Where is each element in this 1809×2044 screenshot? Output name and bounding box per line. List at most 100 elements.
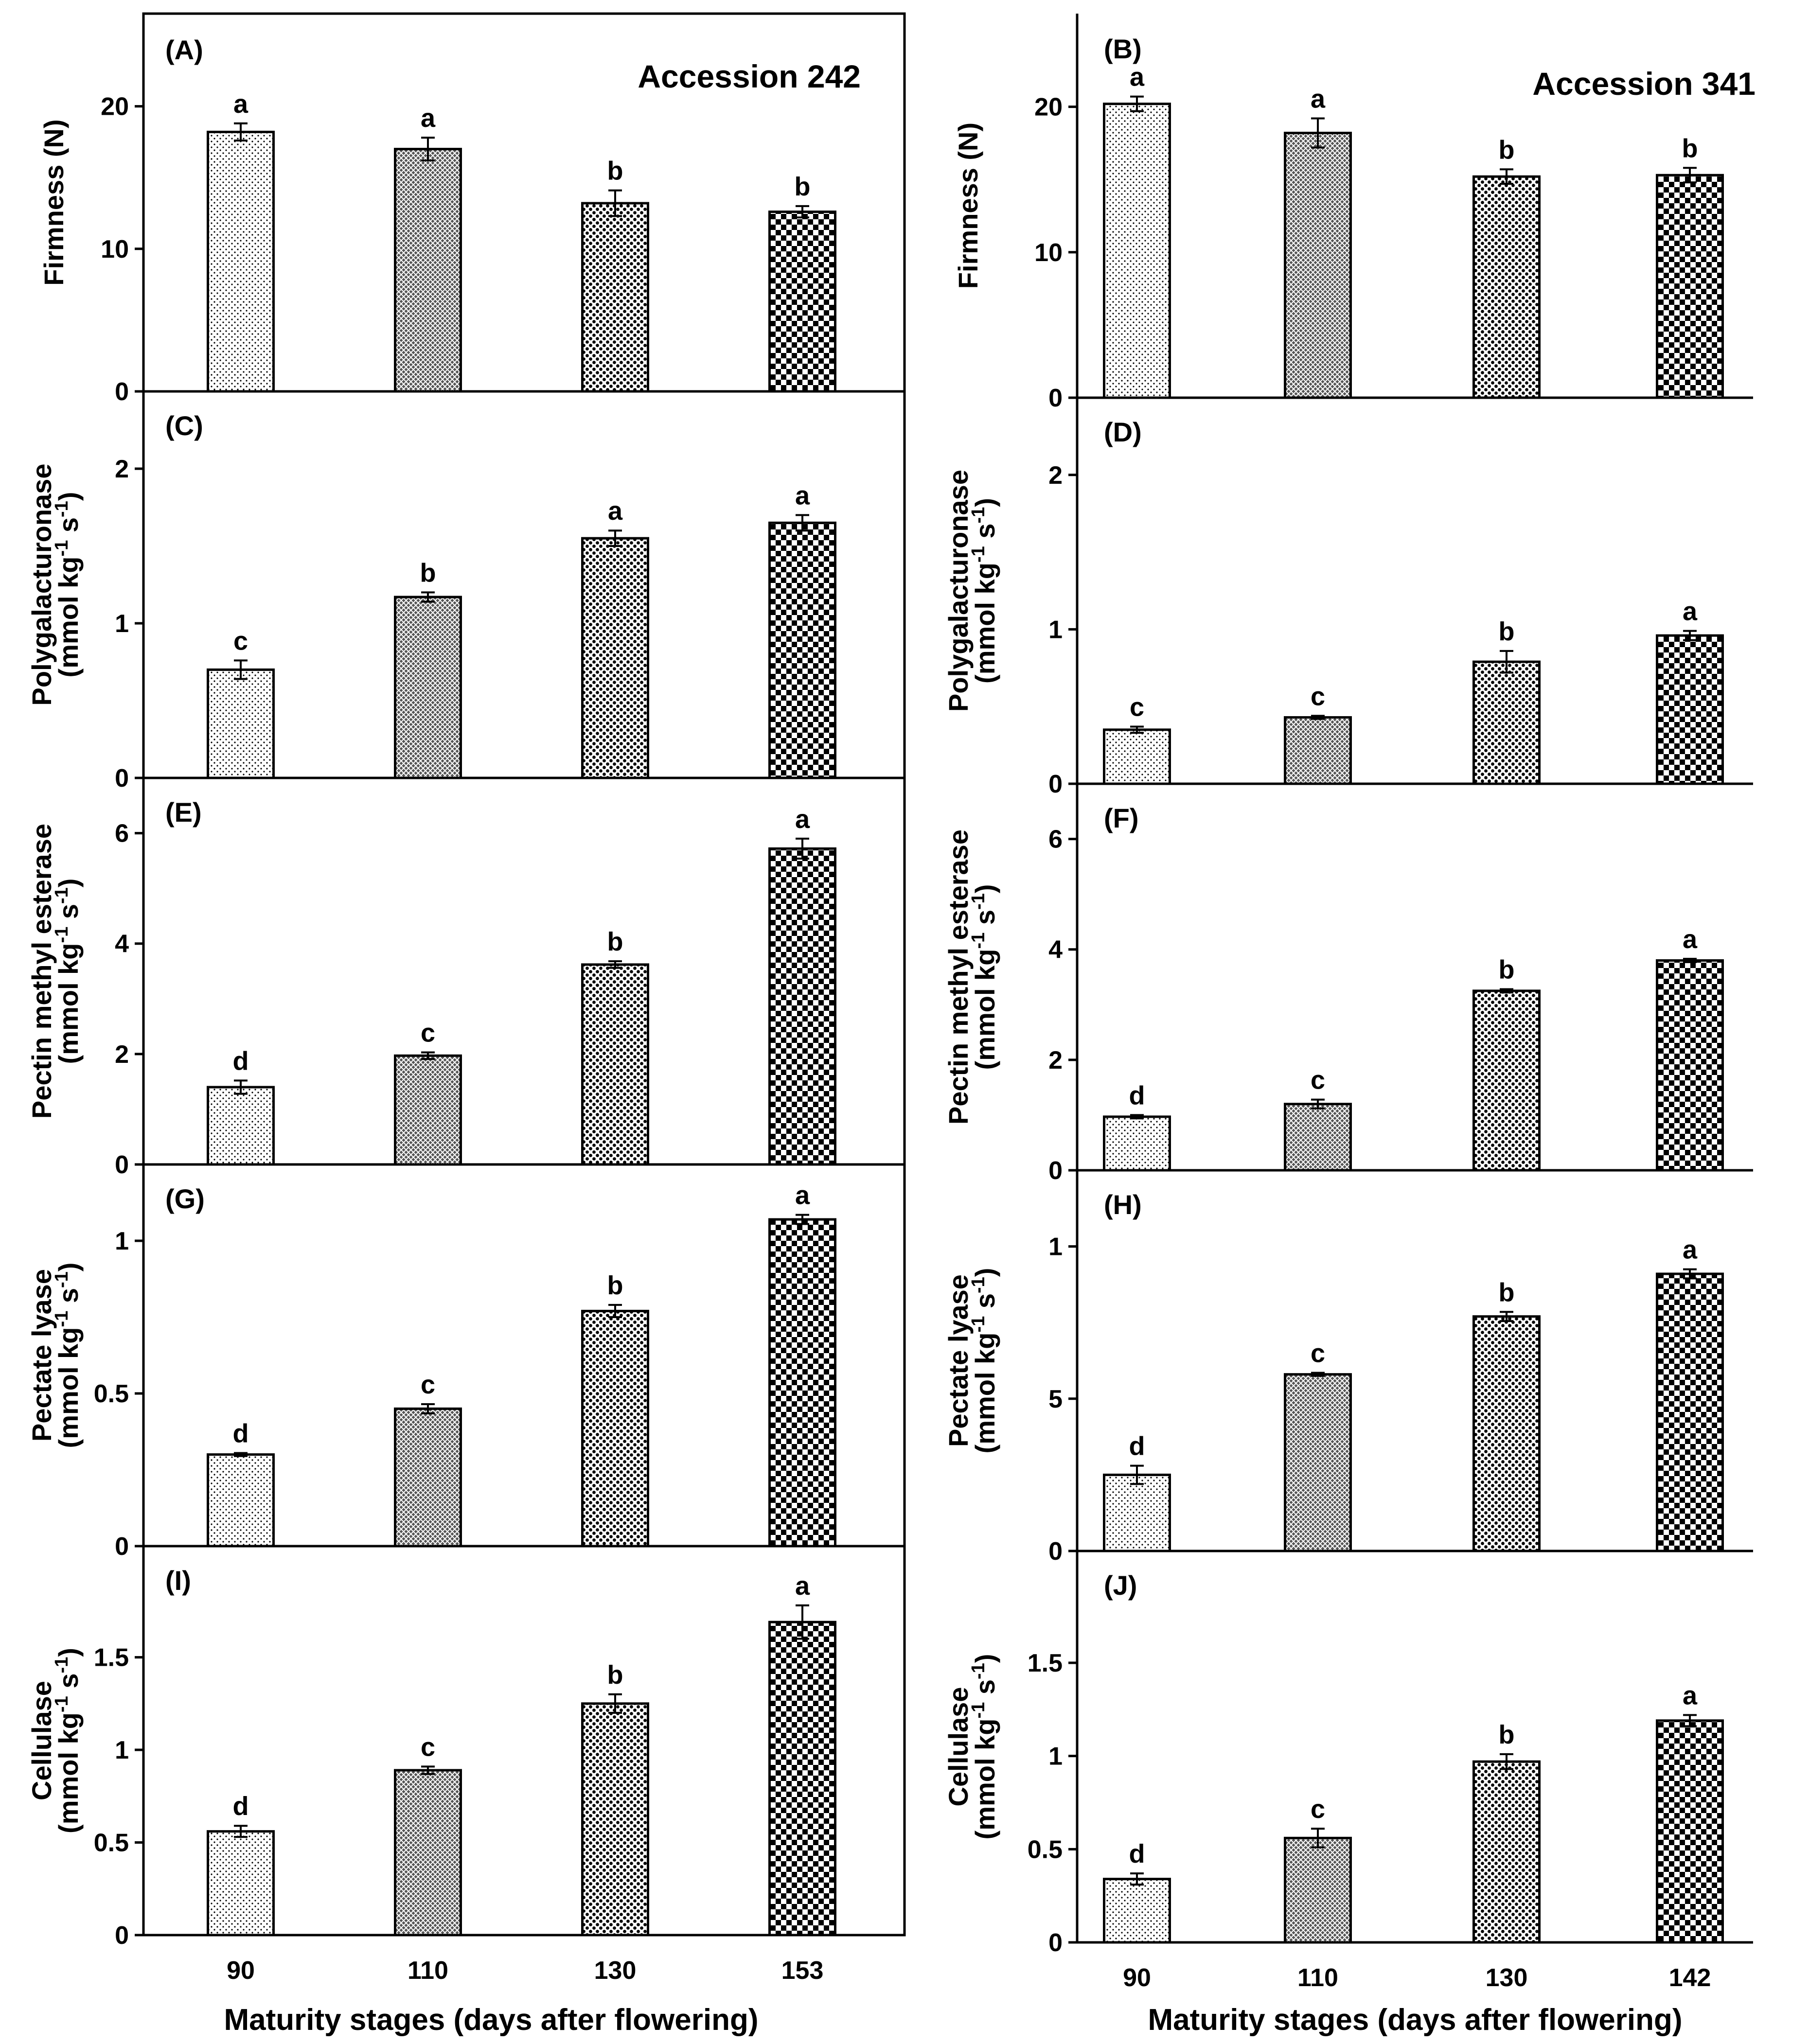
significance-letter: a	[795, 805, 810, 834]
significance-letter: b	[795, 172, 811, 201]
significance-letter: a	[1311, 85, 1326, 114]
bar-90	[1103, 1115, 1171, 1172]
panel-label: (J)	[1104, 1570, 1137, 1601]
panel-label: (E)	[165, 797, 202, 828]
y-tick-label: 0.5	[94, 1829, 129, 1857]
bar-130	[581, 1702, 649, 1937]
panel-I: 0 0.5 1 1.5 Cellulase(mmol kg-1 s-1) (I) d c b a 9…	[26, 1545, 906, 1985]
significance-letter: c	[421, 1018, 435, 1047]
bar-110	[394, 1769, 462, 1937]
y-tick-label: 1	[1048, 1233, 1063, 1261]
x-tick-label: 130	[1486, 1964, 1528, 1992]
bar-last	[768, 1218, 836, 1548]
y-axis-title: Pectin methyl esterase	[26, 824, 57, 1119]
significance-letter: c	[233, 626, 248, 655]
significance-letter: b	[1499, 1278, 1515, 1307]
bar-90	[207, 130, 275, 393]
y-tick-label: 0	[115, 1921, 129, 1950]
significance-letter: c	[421, 1732, 435, 1762]
significance-letter: c	[1311, 1339, 1325, 1368]
y-axis-unit: (mmol kg-1 s-1)	[968, 884, 1000, 1070]
significance-letter: b	[1682, 134, 1698, 163]
y-tick-label: 20	[101, 93, 129, 121]
x-axis-title-left: Maturity stages (days after flowering)	[224, 2003, 758, 2037]
bar-110	[394, 596, 462, 779]
y-tick-label: 0.5	[94, 1380, 129, 1408]
bar-110	[394, 1054, 462, 1166]
significance-letter: a	[1683, 1235, 1698, 1265]
y-tick-label: 1	[115, 1736, 129, 1764]
y-tick-label: 2	[115, 1040, 129, 1069]
bar-90	[207, 1086, 275, 1166]
y-axis-title: Polygalacturonase	[943, 470, 974, 712]
bar-110	[1284, 1836, 1352, 1944]
significance-letter: a	[1683, 925, 1698, 954]
significance-letter: a	[233, 89, 248, 119]
bar-130	[1472, 175, 1541, 399]
y-axis-title: Firmness (N)	[953, 123, 983, 289]
plot-frame	[142, 1545, 906, 1937]
y-tick-label: 2	[1048, 461, 1063, 490]
x-axis-title-right: Maturity stages (days after flowering)	[1148, 2003, 1682, 2037]
significance-letter: b	[607, 927, 623, 956]
panel-label: (D)	[1104, 417, 1142, 447]
bar-90	[207, 1830, 275, 1937]
bar-110	[1284, 716, 1352, 785]
significance-letter: d	[1129, 1839, 1145, 1868]
bar-130	[581, 537, 649, 779]
y-tick-label: 1	[1048, 1743, 1063, 1771]
panel-label: (B)	[1104, 34, 1142, 64]
panel-A: 0 10 20 Firmness (N) (A) Accession 242 a a b b	[38, 12, 906, 406]
y-tick-label: 1	[115, 610, 129, 638]
y-tick-label: 1	[115, 1227, 129, 1255]
panel-label: (I)	[165, 1565, 191, 1596]
bar-90	[1103, 728, 1171, 785]
y-tick-label: 1.5	[1028, 1649, 1063, 1677]
significance-letter: d	[1129, 1081, 1145, 1110]
panel-B: 0 10 20 Firmness (N) (B) Accession 341 a a b b	[953, 14, 1756, 412]
significance-letter: a	[421, 104, 436, 133]
bar-130	[581, 202, 649, 393]
bar-130	[1472, 1315, 1541, 1552]
significance-letter: a	[795, 1181, 810, 1210]
bar-110	[1284, 131, 1352, 399]
significance-letter: b	[420, 558, 436, 587]
significance-letter: d	[233, 1792, 249, 1821]
y-axis-title: Pectate lyase	[943, 1274, 974, 1447]
bar-110	[1284, 1373, 1352, 1552]
bar-90	[1103, 1473, 1171, 1552]
significance-letter: a	[795, 481, 810, 510]
significance-letter: a	[1130, 63, 1145, 92]
significance-letter: b	[607, 1660, 623, 1690]
y-tick-label: 0	[115, 1533, 129, 1561]
y-tick-label: 0	[115, 764, 129, 793]
significance-letter: b	[1499, 1720, 1515, 1749]
bar-90	[1103, 1878, 1171, 1944]
significance-letter: c	[1311, 1795, 1325, 1824]
bar-last	[768, 847, 836, 1166]
y-axis-title: Firmness (N)	[38, 119, 69, 285]
significance-letter: a	[1683, 597, 1698, 626]
bar-90	[207, 1453, 275, 1548]
significance-letter: a	[608, 496, 623, 526]
bar-110	[394, 148, 462, 393]
significance-letter: b	[607, 1271, 623, 1300]
bar-last	[1656, 174, 1724, 399]
bar-130	[1472, 1760, 1541, 1944]
panel-label: (A)	[165, 35, 203, 65]
bar-last	[1656, 1719, 1724, 1944]
y-tick-label: 5	[1048, 1385, 1063, 1413]
y-axis-unit: (mmol kg-1 s-1)	[52, 492, 84, 678]
y-tick-label: 0	[1048, 384, 1063, 412]
y-axis-title: Polygalacturonase	[26, 464, 57, 706]
y-tick-label: 1	[1048, 616, 1063, 644]
panel-label: (C)	[165, 410, 203, 441]
y-tick-label: 6	[1048, 826, 1063, 854]
panel-J: 0 0.5 1 1.5 Cellulase(mmol kg-1 s-1) (J) d c b a 9…	[943, 1551, 1753, 1992]
significance-letter: b	[607, 157, 623, 186]
x-tick-label: 90	[227, 1956, 255, 1985]
accession-title: Accession 341	[1532, 66, 1756, 102]
bar-90	[1103, 103, 1171, 399]
